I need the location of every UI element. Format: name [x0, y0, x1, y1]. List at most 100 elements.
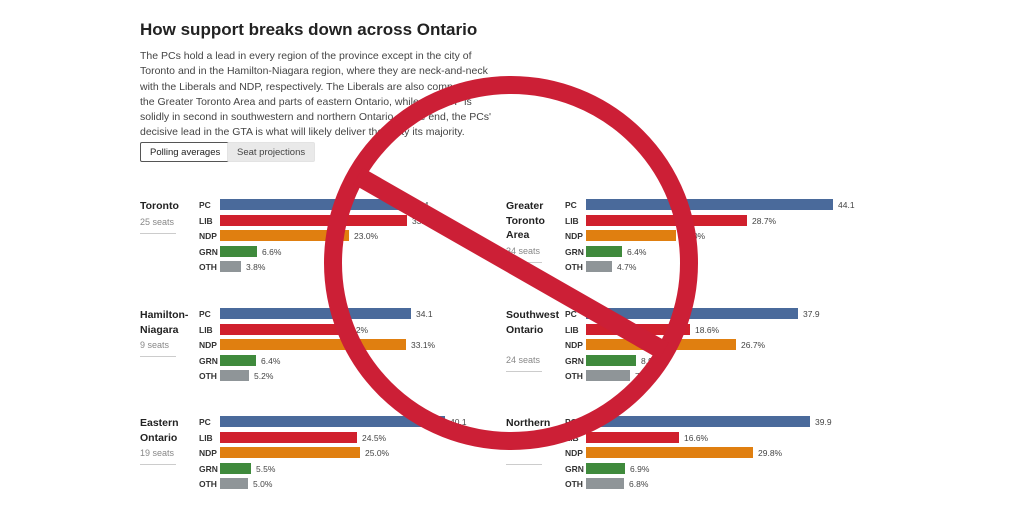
bar-ndp — [220, 447, 360, 458]
seat-count: 34 seats — [506, 245, 541, 256]
bar-row-grn: GRN 8.9% — [565, 354, 865, 367]
polling-averages-button[interactable]: Polling averages — [140, 142, 231, 162]
region-toronto: Toronto 25 seats PC 33.4 LIB 33.3 NDP 23.0% GRN 6… — [140, 199, 470, 279]
value-label: 26.7% — [741, 340, 766, 350]
bar-grn — [220, 354, 256, 366]
value-label: 5.2% — [254, 371, 274, 381]
bar-lib — [220, 214, 407, 226]
bar-grn — [586, 462, 625, 474]
value-label: 25.0% — [365, 448, 390, 458]
value-label: 18.6% — [695, 324, 720, 335]
bar-row-oth: OTH 3.8% — [199, 261, 499, 273]
page-title: How support breaks down across Ontario — [140, 20, 478, 39]
bar-row-lib: LIB 16.6% — [565, 431, 865, 444]
region-name: Toronto — [140, 200, 179, 212]
bar-lib — [586, 323, 690, 335]
region-name: Hamilton-Niagara — [140, 309, 189, 336]
seat-divider — [140, 232, 176, 234]
seat-divider — [506, 464, 542, 465]
bar-lib — [220, 431, 357, 443]
value-label: 16.0% — [681, 231, 706, 241]
bar-pc — [586, 199, 833, 210]
party-label: GRN — [199, 355, 218, 366]
bar-ndp — [586, 339, 736, 350]
bar-pc — [220, 416, 445, 427]
bar-row-lib: LIB 18.6% — [565, 323, 865, 336]
value-label: 33.3 — [412, 215, 429, 226]
bar-row-oth: OTH 5.0% — [199, 478, 499, 490]
value-label: 5.5% — [256, 463, 276, 474]
region-name: Southwest Ontario — [506, 309, 560, 336]
bar-row-grn: GRN 6.9% — [565, 462, 865, 475]
bar-lib — [586, 431, 679, 443]
seat-divider — [506, 261, 542, 263]
party-label: GRN — [565, 463, 584, 474]
seat-divider — [506, 370, 542, 372]
bar-row-grn: GRN 6.6% — [199, 245, 499, 258]
bar-ndp — [586, 447, 753, 458]
bar-row-ndp: NDP 26.7% — [565, 339, 865, 351]
seat-count: 24 seats — [506, 354, 541, 365]
value-label: 39.9 — [815, 417, 832, 427]
region-name: Northern Ontario — [506, 417, 551, 444]
bar-oth — [220, 478, 248, 489]
party-label: GRN — [199, 246, 218, 257]
value-label: 44.1 — [838, 200, 855, 210]
bar-row-pc: PC 40.1 — [199, 416, 499, 428]
value-label: 7.9% — [635, 371, 655, 381]
bar-row-lib: LIB 28.7% — [565, 214, 865, 227]
value-label: 6.8% — [629, 479, 649, 489]
region-northern-ontario: Northern Ontario PC 39.9 LIB 16.6% NDP 29.8% GR… — [506, 416, 836, 496]
bar-row-pc: PC 34.1 — [199, 308, 499, 320]
bar-row-oth: OTH 6.8% — [565, 478, 865, 490]
value-label: 16.6% — [684, 432, 709, 443]
party-label: NDP — [199, 231, 217, 241]
seat-count: 25 seats — [140, 216, 175, 227]
value-label: 33.4 — [412, 200, 429, 210]
seat-projections-button[interactable]: Seat projections — [227, 142, 316, 162]
value-label: 6.9% — [630, 463, 650, 474]
bar-pc — [220, 308, 411, 319]
value-label: 6.4% — [627, 246, 647, 257]
party-label: LIB — [565, 324, 579, 335]
region-name: Greater Toronto Area — [506, 200, 545, 241]
value-label: 24.5% — [362, 432, 387, 443]
party-label: PC — [565, 200, 577, 210]
seat-count: 9 seats — [140, 340, 170, 350]
value-label: 3.8% — [246, 262, 266, 272]
value-label: 8.9% — [641, 355, 661, 366]
party-label: GRN — [199, 463, 218, 474]
bar-row-pc: PC 44.1 — [565, 199, 865, 211]
party-label: NDP — [199, 340, 217, 350]
bar-row-oth: OTH 4.7% — [565, 261, 865, 273]
party-label: LIB — [565, 432, 579, 443]
party-label: NDP — [565, 231, 583, 241]
value-label: 6.6% — [262, 246, 282, 257]
value-label: 37.9 — [803, 309, 820, 319]
party-label: LIB — [565, 215, 579, 226]
value-label: 4.7% — [617, 262, 637, 272]
bar-row-ndp: NDP 23.0% — [199, 230, 499, 242]
party-label: PC — [199, 200, 211, 210]
region-hamilton-niagara: Hamilton-Niagara 9 seats PC 34.1 LIB 21.2% NDP… — [140, 308, 470, 388]
party-label: OTH — [199, 371, 217, 381]
value-label: 28.7% — [752, 215, 777, 226]
region-eastern-ontario: Eastern Ontario 19 seats PC 40.1 LIB 24.5% NDP… — [140, 416, 470, 496]
bar-row-ndp: NDP 29.8% — [565, 447, 865, 459]
value-label: 21.2% — [344, 324, 369, 335]
value-label: 34.1 — [416, 309, 433, 319]
bar-pc — [220, 199, 407, 210]
bar-row-oth: OTH 5.2% — [199, 370, 499, 382]
region-name: Eastern Ontario — [140, 417, 179, 444]
party-label: OTH — [199, 262, 217, 272]
bar-grn — [586, 354, 636, 366]
bar-oth — [586, 261, 612, 272]
bar-row-grn: GRN 6.4% — [199, 354, 499, 367]
value-label: 29.8% — [758, 448, 783, 458]
bar-row-pc: PC 39.9 — [565, 416, 865, 428]
bar-row-pc: PC 37.9 — [565, 308, 865, 320]
bar-row-lib: LIB 33.3 — [199, 214, 499, 227]
bar-row-oth: OTH 7.9% — [565, 370, 865, 382]
party-label: PC — [199, 309, 211, 319]
bar-pc — [586, 308, 798, 319]
